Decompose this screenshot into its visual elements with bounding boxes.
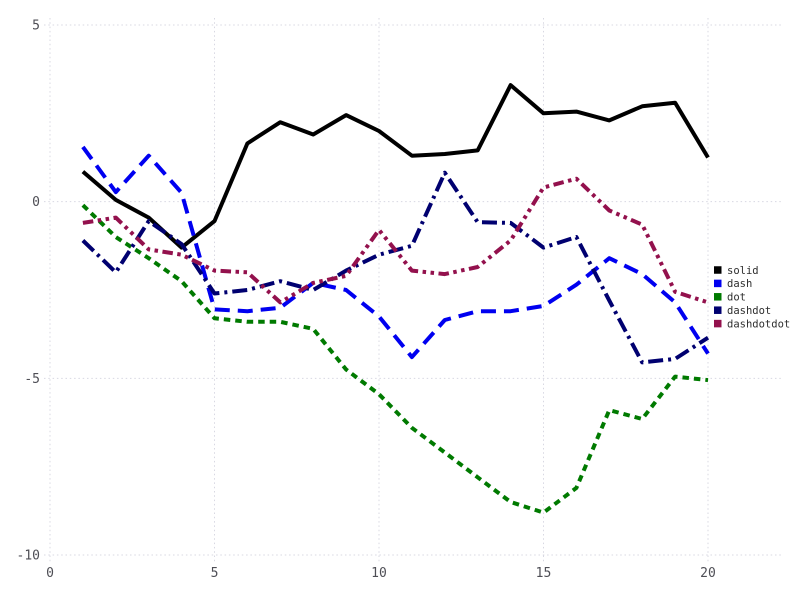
legend-label-dashdotdot: dashdotdot xyxy=(727,318,790,330)
legend-label-dash: dash xyxy=(727,278,752,290)
legend-swatch-dashdotdot xyxy=(714,319,722,328)
legend-label-dashdot: dashdot xyxy=(727,305,771,317)
x-tick-label: 15 xyxy=(536,566,552,581)
x-tick-label: 5 xyxy=(211,566,219,581)
legend-label-dot: dot xyxy=(727,292,746,304)
legend-label-solid: solid xyxy=(727,265,759,277)
y-tick-label: -5 xyxy=(24,372,40,387)
legend-swatch-solid xyxy=(714,266,722,274)
series-line-dashdotdot xyxy=(82,176,709,305)
series-line-dot xyxy=(81,203,709,515)
series-line-dash xyxy=(81,145,710,360)
x-tick-label: 0 xyxy=(46,566,54,581)
series-line-solid xyxy=(81,83,710,250)
x-tick-label: 20 xyxy=(700,566,716,581)
y-tick-label: 5 xyxy=(32,19,40,34)
x-tick-label: 10 xyxy=(371,566,387,581)
series-line-dashdot xyxy=(81,170,710,365)
y-tick-label: 0 xyxy=(32,195,40,210)
y-tick-label: -10 xyxy=(17,549,40,564)
legend-swatch-dash xyxy=(714,279,722,288)
legend-swatch-dot xyxy=(714,293,722,301)
legend-swatch-dashdot xyxy=(714,306,722,314)
